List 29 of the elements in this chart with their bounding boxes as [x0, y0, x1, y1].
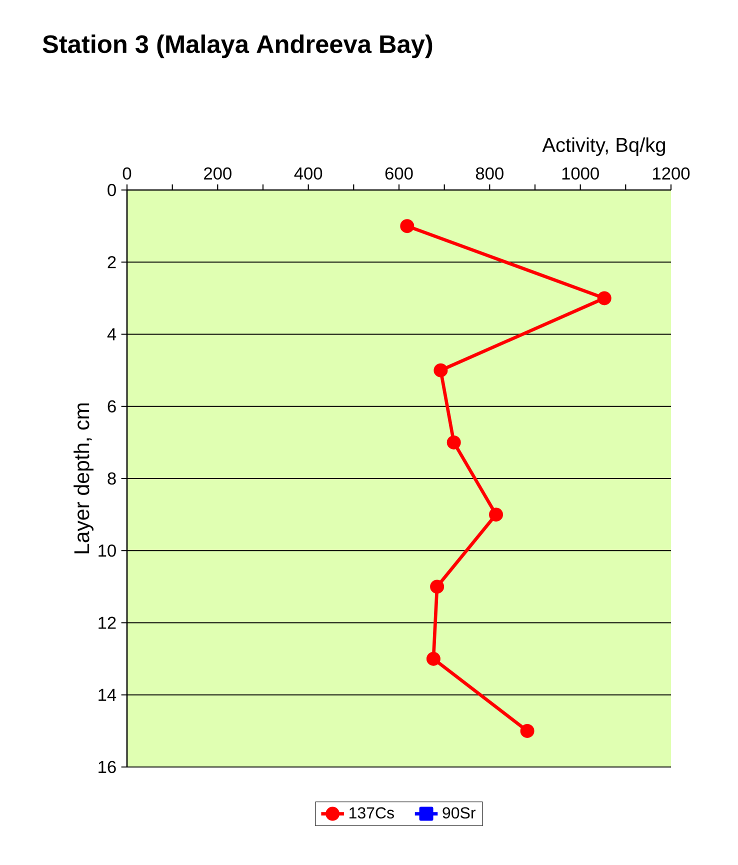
x-tick-label: 200 — [204, 167, 232, 180]
x-tick-label: 400 — [294, 167, 322, 180]
x-tick-label: 600 — [385, 167, 413, 180]
point — [489, 508, 504, 522]
x-tick-label: 800 — [476, 167, 504, 180]
y-tick-label: 6 — [108, 400, 116, 413]
y-tick-label: 0 — [108, 184, 116, 196]
point — [597, 291, 612, 306]
legend-label: 137Cs — [350, 807, 394, 819]
point — [434, 363, 448, 378]
x-tick-label: 1000 — [562, 167, 599, 180]
point — [400, 219, 414, 234]
y-tick-label: 14 — [98, 688, 116, 701]
y-tick-label: 10 — [98, 544, 116, 557]
point — [430, 580, 444, 594]
y-tick-label: 4 — [107, 328, 116, 340]
y-tick-label: 8 — [108, 472, 116, 485]
y-tick-label: 2 — [108, 256, 116, 268]
point — [520, 724, 534, 738]
legend-label: 90Sr — [442, 807, 476, 819]
y-axis-title: Layer depth, cm — [74, 403, 94, 554]
point — [446, 435, 461, 450]
x-tick-label: 1200 — [653, 167, 690, 180]
y-tick-label: 16 — [98, 760, 116, 774]
x-axis-title: Activity, Bq/kg — [542, 137, 665, 156]
y-tick-label: 12 — [98, 616, 116, 629]
point — [426, 652, 440, 666]
chart-title: Station 3 (Malaya Andreeva Bay) — [42, 34, 432, 58]
x-tick-label: 0 — [122, 167, 132, 180]
